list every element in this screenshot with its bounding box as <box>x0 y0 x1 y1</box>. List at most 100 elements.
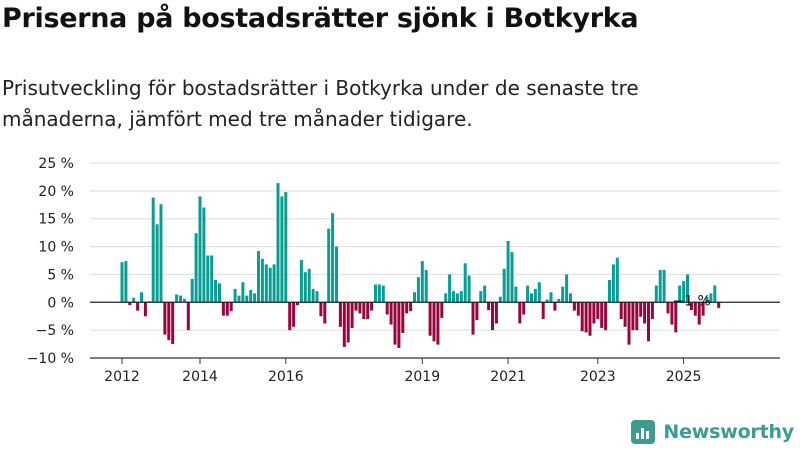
bar-positive <box>272 264 276 303</box>
bar-positive <box>284 191 288 303</box>
bar-negative <box>580 302 584 332</box>
bar-negative <box>186 302 190 331</box>
y-axis-labels: 25 % 20 % 15 % 10 % 5 % 0 % −5 % −10 % <box>27 156 74 367</box>
x-tick-label: 2014 <box>182 369 218 385</box>
bar-positive <box>709 293 713 303</box>
bar-negative <box>288 302 292 331</box>
bar-positive <box>374 284 377 303</box>
bar-positive <box>526 285 530 303</box>
bar-negative <box>522 302 526 315</box>
bar-negative <box>670 302 674 325</box>
bar-positive <box>530 293 533 303</box>
bar-negative <box>221 302 225 316</box>
bar-chart: 25 % 20 % 15 % 10 % 5 % 0 % −5 % −10 % 2012 2014… <box>27 156 780 385</box>
bar-positive <box>545 299 549 303</box>
bar-negative <box>650 302 654 319</box>
bar-negative <box>393 302 397 345</box>
x-tick-label: 2023 <box>580 369 616 385</box>
bar-positive <box>249 290 253 303</box>
bar-positive <box>381 285 385 303</box>
bar-positive <box>245 295 249 303</box>
y-tick-label: 25 % <box>38 156 74 172</box>
bar-positive <box>190 278 194 303</box>
bar-negative <box>576 302 580 316</box>
bar-negative <box>389 302 393 325</box>
bar-negative <box>693 302 697 316</box>
bar-positive <box>198 196 202 303</box>
bar-negative <box>405 302 409 314</box>
bar-positive <box>444 293 448 303</box>
bar-positive <box>268 267 272 303</box>
bar-positive <box>377 284 381 303</box>
bar-positive <box>155 224 159 303</box>
y-tick-label: 20 % <box>38 184 74 200</box>
bar-positive <box>611 264 615 303</box>
bar-positive <box>467 275 471 303</box>
bar-negative <box>436 302 440 345</box>
bar-negative <box>342 302 346 347</box>
x-tick-label: 2012 <box>104 369 140 385</box>
bar-negative <box>487 302 491 311</box>
y-tick-label: −10 % <box>27 351 74 367</box>
bar-positive <box>424 269 428 303</box>
bars <box>120 183 721 348</box>
bar-negative <box>358 302 362 314</box>
bar-positive <box>463 263 467 303</box>
bar-positive <box>159 204 163 303</box>
bar-positive <box>331 213 335 303</box>
bar-positive <box>678 285 682 303</box>
bar-positive <box>448 274 452 303</box>
bar-negative <box>471 302 475 335</box>
bar-positive <box>260 258 264 303</box>
x-tick-label: 2025 <box>666 369 702 385</box>
bar-positive <box>686 274 689 303</box>
bar-negative <box>401 302 405 333</box>
annotations: −1 % <box>672 294 710 310</box>
bar-positive <box>210 255 214 303</box>
bar-positive <box>510 252 514 303</box>
bar-negative <box>136 302 140 311</box>
bar-negative <box>643 302 647 324</box>
bar-negative <box>440 302 444 318</box>
bar-negative <box>128 302 132 306</box>
bar-negative <box>346 302 350 343</box>
bar-negative <box>354 302 358 311</box>
bar-negative <box>639 302 643 317</box>
bar-positive <box>179 295 182 303</box>
x-axis: 2012 2014 2016 2019 2021 2023 2025 <box>90 357 780 385</box>
bar-negative <box>225 302 229 316</box>
bar-negative <box>338 302 342 327</box>
brand-logo-lockup: Newsworthy <box>631 420 794 444</box>
bar-positive <box>608 280 611 303</box>
bar-negative <box>385 302 389 315</box>
y-tick-label: 5 % <box>47 267 74 283</box>
bar-positive <box>479 291 483 303</box>
bar-negative <box>229 302 233 312</box>
bar-positive <box>233 288 237 303</box>
bar-negative <box>584 302 588 333</box>
bar-negative <box>370 302 374 311</box>
bar-positive <box>214 280 218 303</box>
bar-positive <box>557 298 561 303</box>
bar-negative <box>292 302 296 327</box>
x-tick-label: 2019 <box>404 369 440 385</box>
bar-negative <box>167 302 171 341</box>
bar-negative <box>143 302 147 317</box>
bar-positive <box>237 295 241 303</box>
bar-positive <box>280 196 284 303</box>
bar-positive <box>455 293 459 303</box>
bar-negative <box>619 302 623 319</box>
bar-positive <box>459 291 463 303</box>
bar-negative <box>323 302 327 324</box>
bar-negative <box>717 302 721 308</box>
bar-negative <box>319 302 323 317</box>
bar-negative <box>553 302 557 311</box>
bar-positive <box>124 261 128 303</box>
bar-positive <box>654 285 658 303</box>
bar-negative <box>296 302 299 306</box>
bar-positive <box>311 288 315 303</box>
bar-positive <box>705 296 709 303</box>
bar-positive <box>202 207 206 303</box>
bar-positive <box>140 292 143 303</box>
bar-positive <box>194 233 198 303</box>
